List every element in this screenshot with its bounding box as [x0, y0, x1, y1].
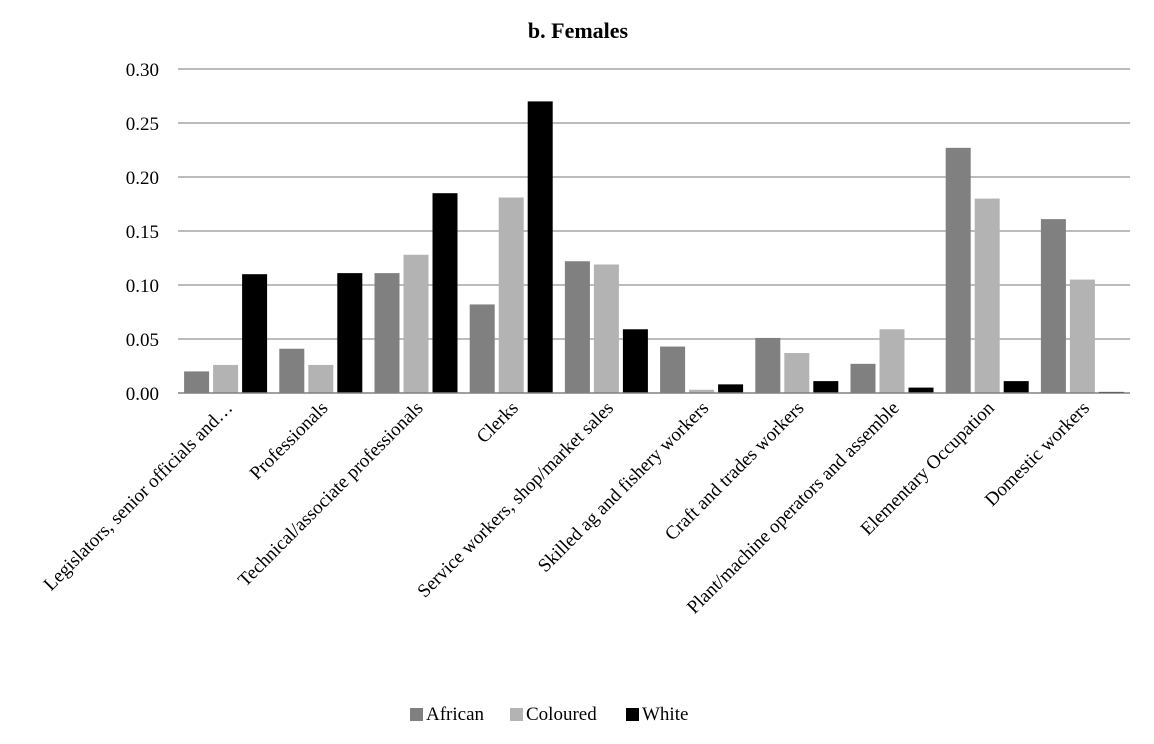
bar-african	[1040, 219, 1066, 393]
bar-african	[469, 304, 495, 393]
legend-label-african: African	[426, 704, 485, 725]
y-tick-label: 0.05	[126, 330, 159, 351]
legend-label-white: White	[642, 704, 688, 725]
bar-coloured	[1069, 279, 1095, 393]
bar-african	[660, 346, 686, 393]
bar-white	[432, 193, 458, 393]
category-label: Domestic workers	[981, 398, 1094, 511]
category-labels: Legislators, senior officials and… Profes…	[40, 397, 1094, 618]
bar-white	[813, 381, 839, 393]
category-label: Service workers, shop/market sales	[414, 398, 618, 602]
bar-african	[755, 337, 781, 393]
bar-white	[908, 387, 934, 393]
bar-african	[564, 261, 590, 393]
legend-swatch-coloured	[510, 708, 523, 721]
legend-swatch-african	[410, 708, 423, 721]
bar-african	[945, 147, 971, 393]
legend-label-coloured: Coloured	[526, 704, 597, 725]
bar-white	[622, 329, 648, 393]
category-label: Professionals	[246, 398, 332, 484]
category-label: Plant/machine operators and assemble	[683, 398, 903, 618]
y-tick-label: 0.00	[126, 384, 159, 405]
bar-coloured	[974, 198, 1000, 393]
bar-coloured	[593, 264, 619, 393]
gridlines	[178, 68, 1130, 340]
bar-african	[279, 348, 305, 393]
category-label: Skilled ag and fishery workers	[534, 398, 713, 577]
bar-white	[527, 101, 553, 394]
y-tick-label: 0.25	[126, 114, 159, 135]
legend-swatch-white	[626, 708, 639, 721]
bar-coloured	[308, 364, 334, 393]
y-tick-label: 0.10	[126, 276, 159, 297]
bar-white	[242, 274, 268, 393]
bar-african	[184, 371, 210, 393]
bar-african	[850, 363, 876, 393]
category-label: Clerks	[473, 398, 523, 448]
bar-coloured	[784, 353, 810, 393]
y-axis-ticks: 0.00 0.05 0.10 0.15 0.20 0.25 0.30	[126, 60, 159, 405]
y-tick-label: 0.30	[126, 60, 159, 81]
bars	[184, 101, 1124, 394]
legend: African Coloured White	[410, 704, 688, 725]
bar-coloured	[498, 197, 524, 393]
bar-white	[337, 273, 363, 393]
bar-white	[718, 384, 744, 393]
bar-coloured	[213, 364, 239, 393]
bar-coloured	[879, 329, 905, 393]
chart-title: b. Females	[528, 18, 629, 43]
bar-african	[374, 273, 400, 393]
y-tick-label: 0.15	[126, 222, 159, 243]
category-label: Legislators, senior officials and…	[40, 398, 237, 595]
category-label: Technical/associate professionals	[234, 398, 427, 591]
bar-white	[1003, 381, 1029, 393]
bar-coloured	[403, 254, 429, 393]
bar-coloured	[689, 389, 715, 393]
y-tick-label: 0.20	[126, 168, 159, 189]
